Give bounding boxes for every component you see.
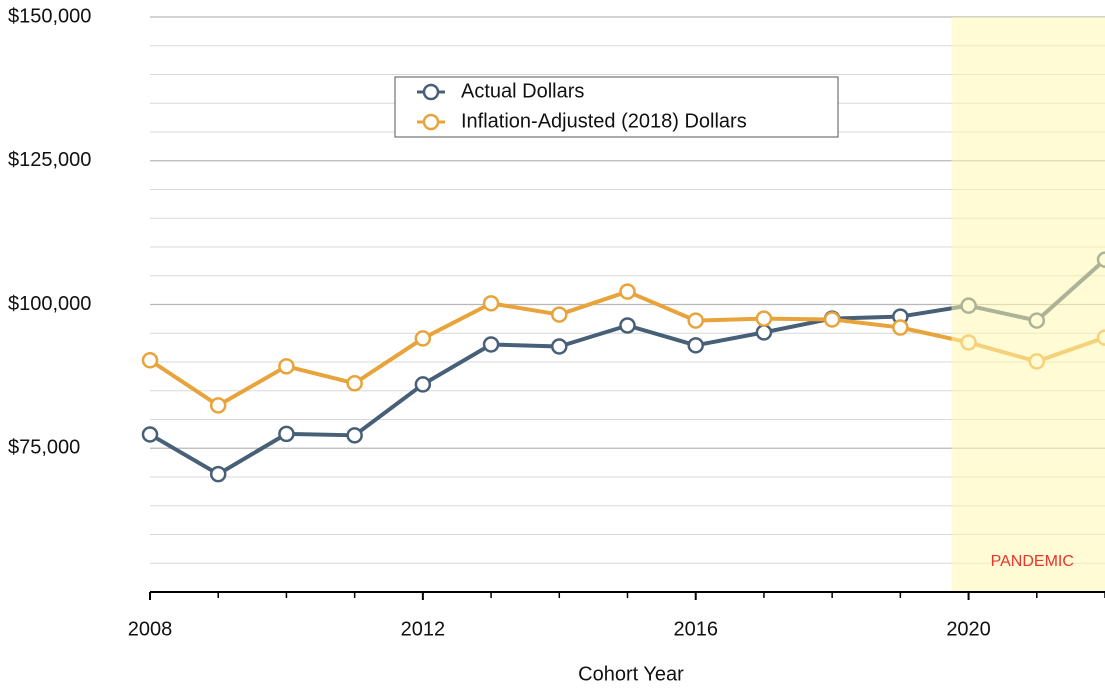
point	[619, 283, 636, 300]
x-tick-label: 2008	[128, 618, 173, 640]
x-tick-label: 2020	[946, 618, 991, 640]
point	[209, 465, 227, 483]
point	[755, 324, 773, 341]
x-tick-label: 2012	[401, 618, 446, 640]
point	[278, 425, 295, 443]
point	[141, 426, 159, 443]
x-axis-label: Cohort Year	[578, 663, 684, 685]
point	[346, 375, 363, 392]
point	[346, 427, 363, 444]
y-tick-label: $100,000	[8, 293, 91, 315]
legend-label: Actual Dollars	[461, 80, 584, 102]
point	[755, 310, 773, 327]
legend-marker	[422, 83, 440, 101]
point	[892, 319, 909, 336]
point	[687, 312, 704, 329]
region-label: PANDEMIC	[991, 553, 1074, 570]
point	[823, 311, 841, 328]
point	[619, 317, 636, 334]
legend-label: Inflation-Adjusted (2018) Dollars	[461, 110, 747, 132]
point	[414, 376, 432, 393]
point	[551, 338, 568, 355]
point	[278, 358, 295, 375]
point	[141, 352, 159, 369]
y-tick-label: $125,000	[8, 149, 91, 171]
point	[687, 337, 704, 354]
x-tick-label: 2016	[673, 618, 718, 640]
legend: Actual Dollars Inflation-Adjusted (2018) …	[394, 76, 839, 138]
legend-box	[394, 76, 839, 138]
point	[482, 336, 500, 353]
point	[209, 397, 227, 414]
point	[414, 330, 432, 347]
shaded-region	[951, 17, 1105, 591]
y-tick-label: $150,000	[8, 5, 91, 27]
point	[551, 306, 568, 323]
y-tick-label: $75,000	[8, 437, 80, 459]
legend-marker	[422, 113, 440, 131]
point	[482, 295, 500, 312]
